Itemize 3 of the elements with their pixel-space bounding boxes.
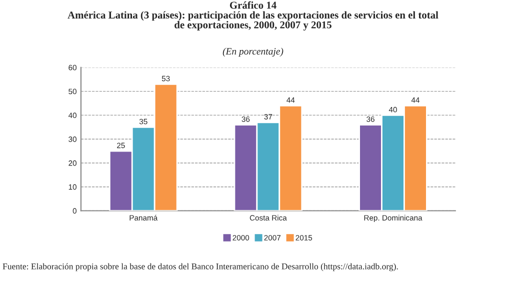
source-note: Fuente: Elaboración propia sobre la base de datos del Banco Interamericano de Desarrollo (https://data.iadb.org). — [2, 263, 398, 272]
chart-subtitle: (En porcentaje) — [222, 48, 284, 57]
chart-title: Gráfico 14 América Latina (3 países): participación de las exportaciones de servicios en el total de exportaciones, 2000, 2007 y 2015 — [68, 1, 438, 31]
